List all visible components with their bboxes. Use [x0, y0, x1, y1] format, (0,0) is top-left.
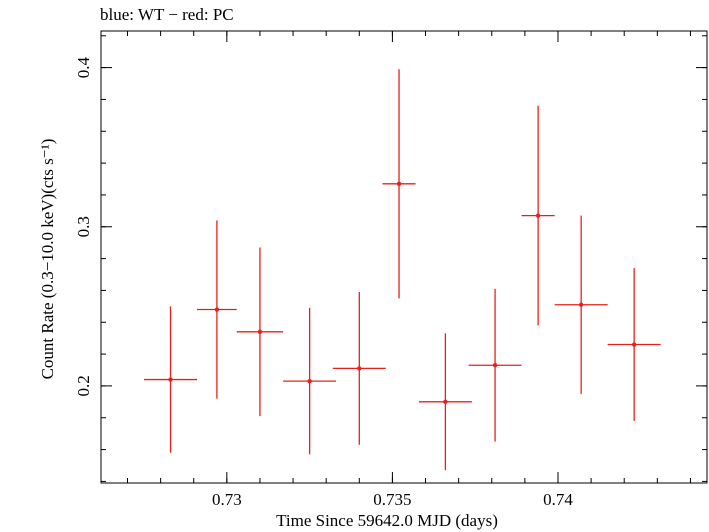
- data-point: [468, 288, 522, 442]
- data-marker: [307, 378, 312, 384]
- data-point: [144, 306, 198, 453]
- x-tick-label: 0.735: [373, 490, 411, 509]
- x-tick-label: 0.74: [543, 490, 573, 509]
- y-tick-label: 0.4: [74, 56, 93, 78]
- data-point: [418, 333, 472, 471]
- plot-frame: [100, 30, 708, 484]
- data-marker: [443, 399, 448, 405]
- x-tick-label: 0.73: [212, 490, 242, 509]
- data-marker: [357, 366, 362, 371]
- data-point: [382, 69, 416, 299]
- data-marker: [578, 302, 584, 307]
- data-marker: [257, 329, 263, 335]
- data-marker: [168, 377, 173, 382]
- x-axis-label: Time Since 59642.0 MJD (days): [276, 511, 498, 530]
- data-point: [283, 307, 337, 455]
- data-point: [197, 220, 237, 399]
- data-marker: [535, 213, 541, 218]
- data-point: [236, 247, 284, 417]
- data-point: [521, 105, 555, 326]
- data-marker: [396, 181, 402, 186]
- y-tick-label: 0.2: [74, 375, 93, 396]
- axes: 0.73 0.735 0.74 0.2 0.3 0.4: [74, 30, 708, 509]
- data-point: [607, 268, 661, 421]
- data-point: [554, 215, 608, 394]
- y-tick-label: 0.3: [74, 216, 93, 237]
- data-marker: [214, 307, 220, 312]
- data-marker: [631, 342, 637, 347]
- y-axis-label: Count Rate (0.3−10.0 keV)(cts s⁻¹): [38, 139, 57, 380]
- data-marker: [492, 363, 498, 368]
- header-text: blue: WT − red: PC: [100, 5, 234, 24]
- data-series-pc: [144, 69, 661, 471]
- data-point: [332, 292, 386, 445]
